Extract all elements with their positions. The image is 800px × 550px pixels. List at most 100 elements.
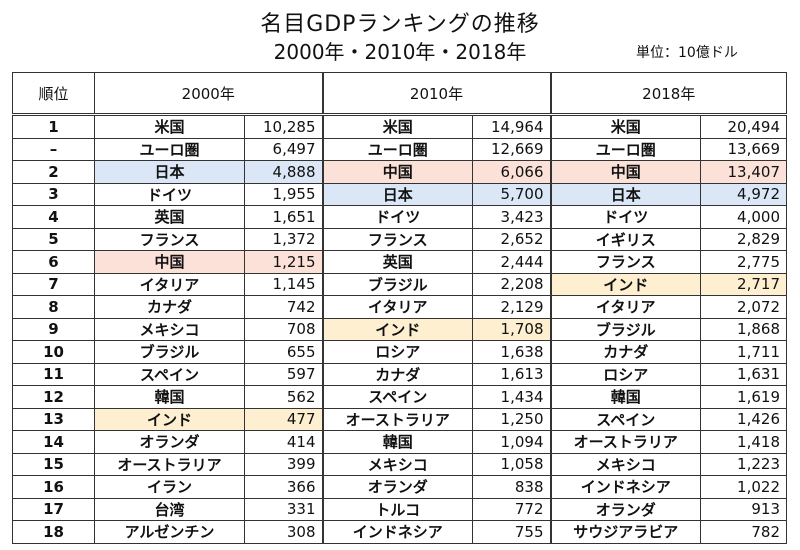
gdp-2018: 1,418 xyxy=(700,430,787,454)
table-row: 16 イラン 366 オランダ 838 インドネシア 1,022 xyxy=(12,475,787,499)
country-2000: スペイン xyxy=(94,362,245,386)
gdp-2000: 10,285 xyxy=(244,114,323,139)
rank-cell: 8 xyxy=(12,295,95,319)
gdp-2000: 708 xyxy=(244,317,323,341)
country-2010: インドネシア xyxy=(321,520,473,544)
gdp-2000: 1,215 xyxy=(244,250,323,274)
rank-cell: 10 xyxy=(12,340,95,364)
country-2018: スペイン xyxy=(549,407,701,431)
table-row: 14 オランダ 414 韓国 1,094 オーストラリア 1,418 xyxy=(12,430,787,454)
country-2000: イラン xyxy=(94,475,245,499)
gdp-2010: 1,434 xyxy=(472,385,551,409)
country-2018: イタリア xyxy=(549,295,701,319)
country-2010: メキシコ xyxy=(321,452,473,476)
gdp-2018: 1,631 xyxy=(700,362,787,386)
gdp-2018: 1,426 xyxy=(700,407,787,431)
gdp-2010: 12,669 xyxy=(472,137,551,161)
country-2018: オランダ xyxy=(549,497,701,521)
country-2018: オーストラリア xyxy=(549,430,701,454)
gdp-2018: 1,022 xyxy=(700,475,787,499)
country-2000: イタリア xyxy=(94,272,245,296)
gdp-2010: 755 xyxy=(472,520,551,544)
gdp-2010: 1,250 xyxy=(472,407,551,431)
table-row: 17 台湾 331 トルコ 772 オランダ 913 xyxy=(12,497,787,521)
country-2018: 韓国 xyxy=(549,385,701,409)
country-2000: フランス xyxy=(94,227,245,251)
country-2000: 日本 xyxy=(94,160,245,184)
table-row: 7 イタリア 1,145 ブラジル 2,208 インド 2,717 xyxy=(12,272,787,296)
rank-cell: 15 xyxy=(12,452,95,476)
rank-cell: 9 xyxy=(12,317,95,341)
gdp-2000: 655 xyxy=(244,340,323,364)
country-2018: ブラジル xyxy=(549,317,701,341)
gdp-2000: 366 xyxy=(244,475,323,499)
gdp-2018: 2,072 xyxy=(700,295,787,319)
gdp-2000: 399 xyxy=(244,452,323,476)
table-row: 6 中国 1,215 英国 2,444 フランス 2,775 xyxy=(12,250,787,274)
gdp-2018: 1,711 xyxy=(700,340,787,364)
gdp-2010: 1,058 xyxy=(472,452,551,476)
gdp-2018: 1,619 xyxy=(700,385,787,409)
gdp-2000: 742 xyxy=(244,295,323,319)
country-2000: 米国 xyxy=(94,114,245,139)
gdp-2000: 4,888 xyxy=(244,160,323,184)
table-row: 10 ブラジル 655 ロシア 1,638 カナダ 1,711 xyxy=(12,340,787,364)
rank-cell: – xyxy=(12,137,95,161)
table-row: 3 ドイツ 1,955 日本 5,700 日本 4,972 xyxy=(12,182,787,206)
country-2018: インドネシア xyxy=(549,475,701,499)
gdp-2018: 13,669 xyxy=(700,137,787,161)
gdp-2010: 2,208 xyxy=(472,272,551,296)
country-2018: 米国 xyxy=(549,114,701,139)
table-row: 15 オーストラリア 399 メキシコ 1,058 メキシコ 1,223 xyxy=(12,452,787,476)
table-row: 1 米国 10,285 米国 14,964 米国 20,494 xyxy=(12,114,787,139)
rank-cell: 11 xyxy=(12,362,95,386)
gdp-2010: 14,964 xyxy=(472,114,551,139)
gdp-2000: 331 xyxy=(244,497,323,521)
country-2018: メキシコ xyxy=(549,452,701,476)
rank-cell: 5 xyxy=(12,227,95,251)
country-2010: ロシア xyxy=(321,340,473,364)
country-2000: ユーロ圏 xyxy=(94,137,245,161)
table-header-row: 順位 2000年 2010年 2018年 xyxy=(12,72,787,116)
country-2018: サウジアラビア xyxy=(549,520,701,544)
country-2018: フランス xyxy=(549,250,701,274)
country-2000: アルゼンチン xyxy=(94,520,245,544)
country-2010: 韓国 xyxy=(321,430,473,454)
country-2000: メキシコ xyxy=(94,317,245,341)
gdp-2010: 2,129 xyxy=(472,295,551,319)
country-2010: オランダ xyxy=(321,475,473,499)
header-rank: 順位 xyxy=(12,72,95,116)
gdp-2010: 1,638 xyxy=(472,340,551,364)
country-2000: 台湾 xyxy=(94,497,245,521)
rank-cell: 6 xyxy=(12,250,95,274)
gdp-2000: 1,372 xyxy=(244,227,323,251)
country-2010: 米国 xyxy=(321,114,473,139)
gdp-2010: 5,700 xyxy=(472,182,551,206)
country-2000: オーストラリア xyxy=(94,452,245,476)
table-row: 18 アルゼンチン 308 インドネシア 755 サウジアラビア 782 xyxy=(12,520,787,544)
table-row: 12 韓国 562 スペイン 1,434 韓国 1,619 xyxy=(12,385,787,409)
rank-cell: 3 xyxy=(12,182,95,206)
gdp-2000: 562 xyxy=(244,385,323,409)
gdp-2018: 2,829 xyxy=(700,227,787,251)
country-2010: ブラジル xyxy=(321,272,473,296)
table-row: 13 インド 477 オーストラリア 1,250 スペイン 1,426 xyxy=(12,407,787,431)
country-2010: 日本 xyxy=(321,182,473,206)
gdp-2000: 477 xyxy=(244,407,323,431)
gdp-2010: 1,094 xyxy=(472,430,551,454)
gdp-2010: 838 xyxy=(472,475,551,499)
gdp-2018: 1,223 xyxy=(700,452,787,476)
gdp-2000: 1,651 xyxy=(244,205,323,229)
gdp-2010: 772 xyxy=(472,497,551,521)
gdp-2010: 6,066 xyxy=(472,160,551,184)
table-row: 5 フランス 1,372 フランス 2,652 イギリス 2,829 xyxy=(12,227,787,251)
country-2000: ドイツ xyxy=(94,182,245,206)
rank-cell: 2 xyxy=(12,160,95,184)
country-2010: 中国 xyxy=(321,160,473,184)
rank-cell: 14 xyxy=(12,430,95,454)
country-2018: ロシア xyxy=(549,362,701,386)
table-row: 4 英国 1,651 ドイツ 3,423 ドイツ 4,000 xyxy=(12,205,787,229)
country-2010: 英国 xyxy=(321,250,473,274)
gdp-2018: 1,868 xyxy=(700,317,787,341)
country-2018: 中国 xyxy=(549,160,701,184)
